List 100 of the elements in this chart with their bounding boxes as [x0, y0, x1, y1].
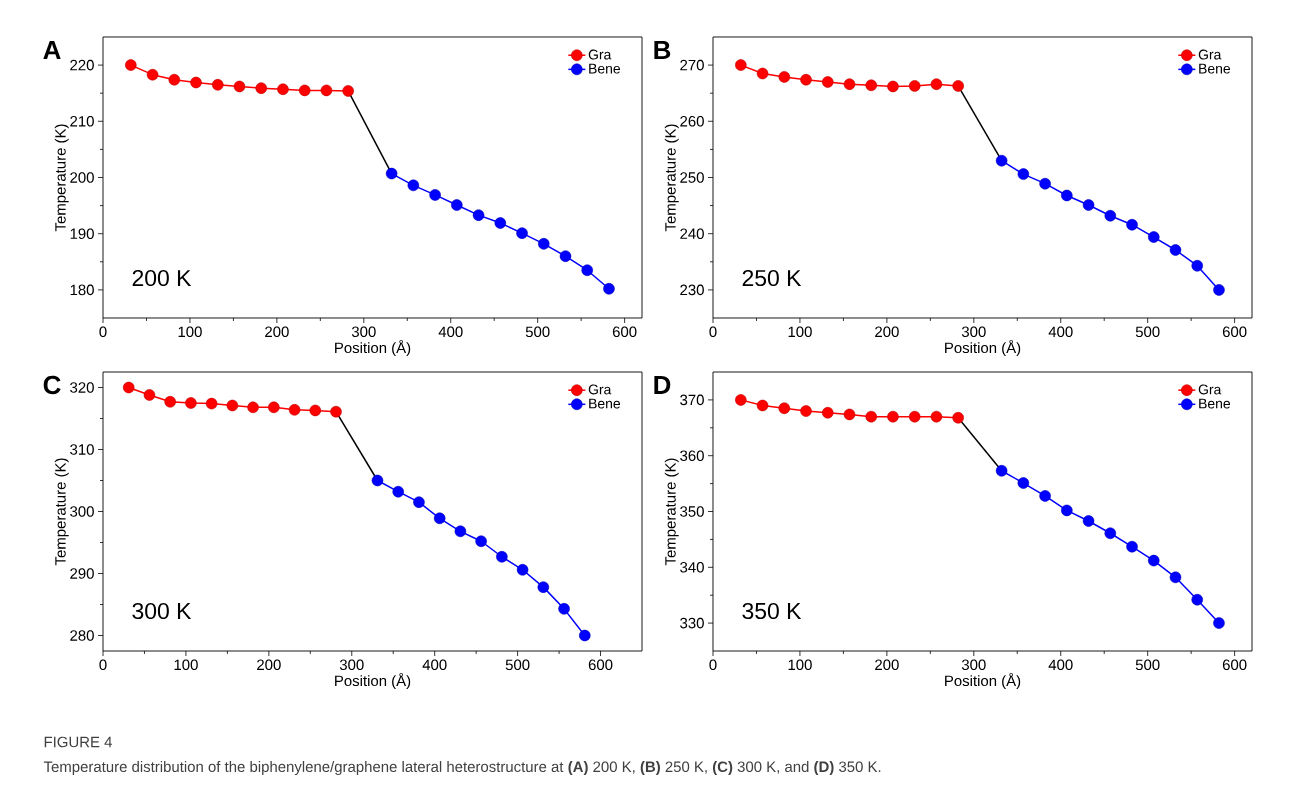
point [865, 410, 877, 423]
legend-label: Gra [1198, 384, 1222, 395]
point [735, 59, 747, 71]
point [1213, 617, 1225, 629]
point [1082, 199, 1095, 211]
x-tick-label: 100 [178, 326, 202, 338]
point [1148, 554, 1160, 567]
point [930, 410, 943, 423]
point [168, 73, 181, 86]
legend-label: Gra [588, 384, 612, 395]
x-tick-label: 0 [99, 659, 107, 671]
y-tick-label: 300 [70, 506, 94, 517]
y-tick-label: 340 [680, 562, 704, 573]
point [558, 603, 570, 615]
point [1017, 168, 1030, 180]
point [1126, 540, 1138, 553]
point [1039, 490, 1051, 502]
point [330, 405, 342, 418]
point [190, 76, 202, 89]
point [298, 84, 311, 97]
point [1148, 231, 1160, 243]
point [538, 238, 550, 250]
y-tick-label: 310 [70, 444, 94, 455]
point [407, 179, 420, 192]
point [342, 85, 354, 97]
x-tick-label: 0 [99, 326, 107, 338]
y-tick-label: 280 [70, 630, 94, 641]
point [865, 79, 877, 92]
x-tick-label: 600 [612, 326, 637, 338]
y-tick-label: 320 [70, 382, 94, 393]
y-tick-label: 330 [680, 617, 704, 629]
text: Temperature distribution of the biphenylene/graphene lateral heterostructure at (A) 200 K, (B) 250 K, (C) 300 K, and (D) 350 K. [43, 761, 881, 775]
point [800, 73, 812, 86]
point [288, 404, 301, 416]
point [277, 83, 289, 96]
x-tick-label: 100 [788, 326, 812, 338]
point [516, 564, 529, 576]
y-axis-title: Temperature (K) [664, 124, 679, 232]
point [146, 68, 159, 81]
point [581, 264, 593, 276]
legend-label: Gra [588, 49, 612, 60]
legend-label: Bene [589, 63, 621, 74]
point [1191, 593, 1203, 606]
point [1082, 515, 1095, 527]
point [429, 189, 441, 201]
point [212, 79, 224, 91]
point [537, 581, 550, 593]
point [756, 67, 769, 80]
point [433, 512, 446, 525]
point [255, 82, 267, 94]
x-tick-label: 0 [709, 659, 717, 671]
point [247, 401, 259, 414]
point [843, 78, 856, 90]
point [930, 78, 943, 90]
point [268, 401, 280, 414]
y-tick-label: 220 [70, 59, 94, 71]
x-tick-label: 400 [422, 659, 447, 671]
chart-title: D [654, 376, 671, 394]
point [1104, 209, 1117, 222]
y-tick-label: 240 [680, 228, 704, 239]
point [735, 394, 747, 406]
point [952, 80, 964, 92]
point [371, 474, 384, 487]
point [205, 397, 218, 410]
x-tick-label: 0 [709, 326, 717, 338]
x-tick-label: 600 [1222, 326, 1247, 338]
point [413, 496, 425, 508]
chart-title: A [43, 41, 61, 59]
y-tick-label: 180 [70, 284, 94, 296]
y-tick-label: 230 [680, 284, 704, 296]
annotation: 250 K [742, 269, 802, 287]
point [908, 80, 921, 92]
point [185, 397, 197, 409]
point [1126, 218, 1138, 231]
point [822, 406, 834, 419]
point [559, 250, 572, 262]
point [1039, 177, 1051, 190]
chart-title: C [43, 375, 61, 395]
point [1213, 284, 1225, 296]
point [778, 402, 791, 415]
point [122, 381, 135, 394]
point [496, 551, 508, 563]
x-tick-label: 500 [1135, 326, 1160, 338]
point [800, 405, 812, 417]
annotation: 350 K [742, 602, 802, 620]
x-tick-label: 300 [961, 659, 986, 671]
point [822, 76, 834, 88]
x-tick-label: 200 [265, 326, 289, 338]
legend-label: Bene [1199, 398, 1231, 409]
legend-label: Bene [1199, 63, 1231, 74]
x-tick-label: 500 [1135, 659, 1160, 671]
point [164, 396, 176, 408]
x-tick-label: 100 [788, 659, 812, 671]
point [995, 154, 1008, 167]
x-tick-label: 100 [174, 659, 198, 671]
point [1061, 504, 1073, 517]
point [320, 84, 333, 97]
y-axis-title: Temperature (K) [54, 124, 69, 232]
point [233, 80, 246, 93]
point [494, 217, 507, 229]
